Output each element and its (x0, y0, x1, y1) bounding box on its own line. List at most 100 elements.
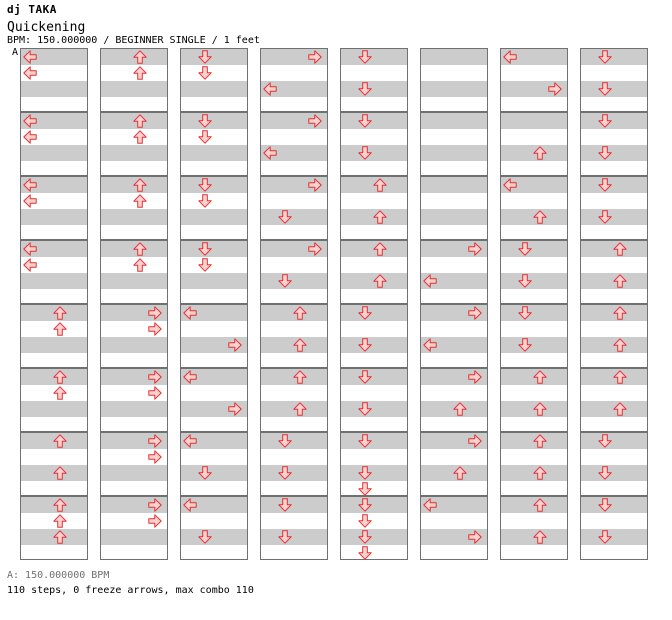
up-arrow-icon (53, 370, 67, 384)
up-arrow-icon (53, 514, 67, 528)
up-arrow-icon (133, 66, 147, 80)
up-arrow-icon (53, 466, 67, 480)
left-arrow-icon (23, 242, 37, 256)
up-arrow-icon (533, 466, 547, 480)
down-arrow-icon (358, 370, 372, 384)
up-arrow-icon (53, 322, 67, 336)
down-arrow-icon (278, 210, 292, 224)
up-arrow-icon (613, 370, 627, 384)
up-arrow-icon (613, 242, 627, 256)
up-arrow-icon (53, 434, 67, 448)
down-arrow-icon (358, 114, 372, 128)
measure-56 (500, 496, 568, 560)
measure-41 (420, 48, 488, 112)
measure-47 (420, 432, 488, 496)
measure-17 (180, 48, 248, 112)
measure-25 (260, 48, 328, 112)
down-arrow-icon (358, 82, 372, 96)
down-arrow-icon (518, 306, 532, 320)
up-arrow-icon (293, 306, 307, 320)
up-arrow-icon (613, 274, 627, 288)
measure-4 (20, 240, 88, 304)
measure-26 (260, 112, 328, 176)
right-arrow-icon (468, 370, 482, 384)
bpm-summary: A: 150.000000 BPM (7, 570, 110, 581)
right-arrow-icon (148, 450, 162, 464)
right-arrow-icon (548, 82, 562, 96)
up-arrow-icon (133, 178, 147, 192)
down-arrow-icon (598, 498, 612, 512)
right-arrow-icon (148, 386, 162, 400)
down-arrow-icon (278, 434, 292, 448)
right-arrow-icon (148, 498, 162, 512)
down-arrow-icon (518, 338, 532, 352)
measure-36 (340, 240, 408, 304)
down-arrow-icon (358, 546, 372, 560)
up-arrow-icon (133, 242, 147, 256)
measure-44 (420, 240, 488, 304)
down-arrow-icon (278, 498, 292, 512)
right-arrow-icon (468, 306, 482, 320)
up-arrow-icon (533, 530, 547, 544)
down-arrow-icon (198, 466, 212, 480)
down-arrow-icon (198, 50, 212, 64)
up-arrow-icon (373, 210, 387, 224)
down-arrow-icon (198, 130, 212, 144)
down-arrow-icon (358, 338, 372, 352)
measure-2 (20, 112, 88, 176)
measure-55 (500, 432, 568, 496)
down-arrow-icon (198, 114, 212, 128)
artist-name: dj TAKA (7, 3, 57, 16)
measure-61 (580, 304, 648, 368)
down-arrow-icon (358, 498, 372, 512)
down-arrow-icon (598, 50, 612, 64)
left-arrow-icon (263, 146, 277, 160)
measure-20 (180, 240, 248, 304)
down-arrow-icon (518, 274, 532, 288)
bpm-change-marker: A (12, 47, 19, 58)
right-arrow-icon (308, 242, 322, 256)
measure-34 (340, 112, 408, 176)
up-arrow-icon (533, 370, 547, 384)
measure-59 (580, 176, 648, 240)
measure-63 (580, 432, 648, 496)
measure-32 (260, 496, 328, 560)
measure-40 (340, 496, 408, 560)
measure-29 (260, 304, 328, 368)
measure-58 (580, 112, 648, 176)
down-arrow-icon (518, 242, 532, 256)
down-arrow-icon (198, 242, 212, 256)
left-arrow-icon (23, 178, 37, 192)
up-arrow-icon (533, 498, 547, 512)
measure-38 (340, 368, 408, 432)
step-summary: 110 steps, 0 freeze arrows, max combo 11… (7, 585, 254, 596)
measure-37 (340, 304, 408, 368)
left-arrow-icon (23, 194, 37, 208)
right-arrow-icon (308, 50, 322, 64)
measure-19 (180, 176, 248, 240)
up-arrow-icon (53, 498, 67, 512)
measure-27 (260, 176, 328, 240)
left-arrow-icon (503, 178, 517, 192)
down-arrow-icon (358, 306, 372, 320)
measure-43 (420, 176, 488, 240)
measure-52 (500, 240, 568, 304)
right-arrow-icon (148, 322, 162, 336)
measure-23 (180, 432, 248, 496)
left-arrow-icon (423, 498, 437, 512)
down-arrow-icon (598, 178, 612, 192)
measure-39 (340, 432, 408, 496)
left-arrow-icon (23, 258, 37, 272)
left-arrow-icon (23, 66, 37, 80)
up-arrow-icon (533, 210, 547, 224)
down-arrow-icon (358, 530, 372, 544)
left-arrow-icon (503, 50, 517, 64)
left-arrow-icon (183, 370, 197, 384)
measure-35 (340, 176, 408, 240)
measure-50 (500, 112, 568, 176)
right-arrow-icon (228, 402, 242, 416)
measure-13 (100, 304, 168, 368)
measure-30 (260, 368, 328, 432)
down-arrow-icon (358, 514, 372, 528)
right-arrow-icon (148, 434, 162, 448)
